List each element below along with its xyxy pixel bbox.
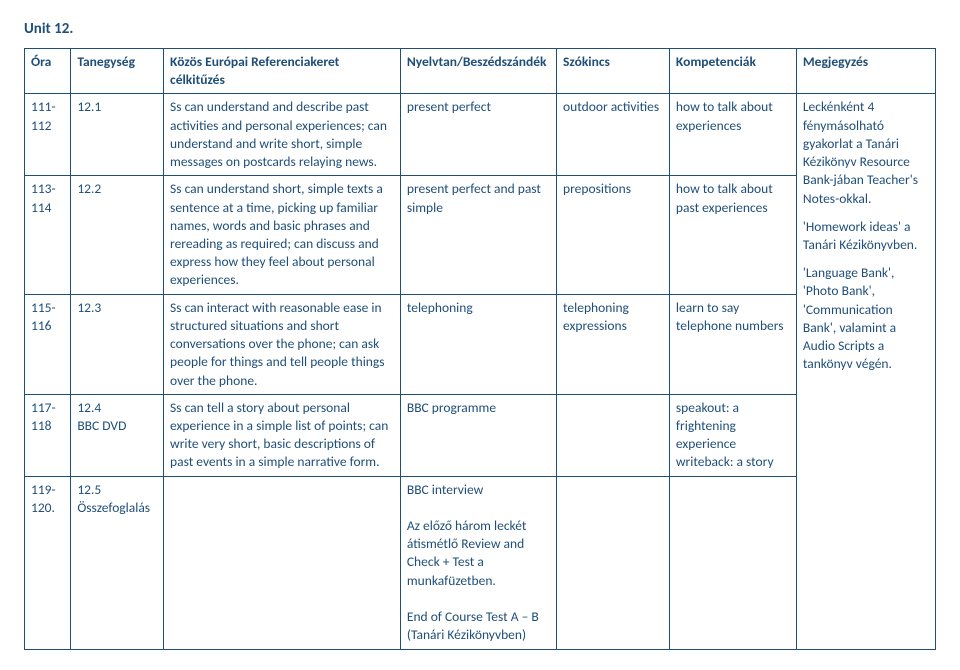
cell-szo: [557, 394, 670, 476]
cell-komp: [669, 476, 796, 649]
cell-komp: how to talk about past experiences: [669, 176, 796, 294]
col-tan: Tanegység: [71, 49, 164, 94]
cell-nyelv: present perfect and past simple: [400, 176, 556, 294]
col-cel: Közös Európai Referenciakeret célkitűzés: [164, 49, 401, 94]
table-row: 111-11212.1Ss can understand and describ…: [25, 94, 936, 176]
col-meg: Megjegyzés: [796, 49, 935, 94]
cell-notes: Leckénként 4 fénymásolható gyakorlat a T…: [796, 94, 935, 649]
table-header-row: Óra Tanegység Közös Európai Referenciake…: [25, 49, 936, 94]
col-nyelv: Nyelvtan/Beszédszándék: [400, 49, 556, 94]
cell-komp: how to talk about experiences: [669, 94, 796, 176]
cell-nyelv: BBC interview Az előző három leckét átis…: [400, 476, 556, 649]
curriculum-table: Óra Tanegység Közös Európai Referenciake…: [24, 48, 936, 650]
cell-tan: 12.4BBC DVD: [71, 394, 164, 476]
cell-cel: Ss can understand and describe past acti…: [164, 94, 401, 176]
cell-nyelv: BBC programme: [400, 394, 556, 476]
col-szo: Szókincs: [557, 49, 670, 94]
cell-tan: 12.3: [71, 294, 164, 394]
cell-nyelv: present perfect: [400, 94, 556, 176]
cell-komp: speakout: a frightening experiencewriteb…: [669, 394, 796, 476]
cell-szo: outdoor activities: [557, 94, 670, 176]
cell-ora: 113-114: [25, 176, 71, 294]
cell-komp: learn to say telephone numbers: [669, 294, 796, 394]
cell-ora: 117-118: [25, 394, 71, 476]
unit-title: Unit 12.: [24, 20, 936, 38]
cell-cel: [164, 476, 401, 649]
cell-szo: [557, 476, 670, 649]
cell-cel: Ss can understand short, simple texts a …: [164, 176, 401, 294]
cell-cel: Ss can tell a story about personal exper…: [164, 394, 401, 476]
cell-ora: 115-116: [25, 294, 71, 394]
cell-ora: 119-120.: [25, 476, 71, 649]
cell-ora: 111-112: [25, 94, 71, 176]
col-ora: Óra: [25, 49, 71, 94]
cell-szo: telephoning expressions: [557, 294, 670, 394]
cell-tan: 12.5Összefoglalás: [71, 476, 164, 649]
table-body: 111-11212.1Ss can understand and describ…: [25, 94, 936, 649]
cell-szo: prepositions: [557, 176, 670, 294]
col-komp: Kompetenciák: [669, 49, 796, 94]
cell-tan: 12.1: [71, 94, 164, 176]
cell-tan: 12.2: [71, 176, 164, 294]
cell-nyelv: telephoning: [400, 294, 556, 394]
cell-cel: Ss can interact with reasonable ease in …: [164, 294, 401, 394]
